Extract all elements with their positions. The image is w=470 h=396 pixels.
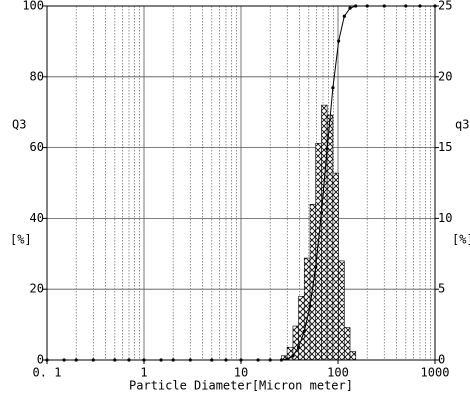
histogram-bar xyxy=(326,114,334,361)
cumulative-point xyxy=(337,39,341,43)
x-tick-label: 0. 1 xyxy=(33,366,62,380)
cumulative-point xyxy=(325,147,329,151)
histogram-bar xyxy=(338,260,345,361)
histogram-bar xyxy=(349,351,357,361)
histogram-bar xyxy=(332,172,339,361)
x-axis-label: Particle Diameter[Micron meter] xyxy=(129,379,353,393)
x-tick-label: 1 xyxy=(140,366,147,380)
cumulative-point xyxy=(319,211,324,215)
histogram-bar xyxy=(309,203,317,361)
histogram-bar xyxy=(315,143,322,361)
cumulative-point xyxy=(348,6,352,10)
y2-tick-label: 15 xyxy=(438,140,452,154)
y-tick-label: 80 xyxy=(30,69,44,83)
histogram-bar xyxy=(344,327,351,361)
y2-axis-unit: [%] xyxy=(452,233,470,247)
cumulative-point xyxy=(302,329,306,333)
x-tick-label: 1000 xyxy=(421,366,450,380)
y2-tick-label: 5 xyxy=(438,282,445,296)
cumulative-point xyxy=(291,354,295,358)
y2-tick-label: 20 xyxy=(438,69,452,83)
y2-tick-label: 25 xyxy=(438,0,452,13)
y2-axis-label: q3 xyxy=(455,118,469,132)
cumulative-point xyxy=(342,14,346,18)
x-tick-label: 10 xyxy=(234,366,248,380)
y-tick-label: 0 xyxy=(37,353,44,367)
histogram-bar xyxy=(298,295,305,361)
y2-tick-label: 0 xyxy=(438,353,445,367)
histogram-bar xyxy=(321,104,328,361)
y2-tick-label: 10 xyxy=(438,211,452,225)
y-tick-label: 40 xyxy=(30,211,44,225)
y-tick-label: 100 xyxy=(22,0,44,13)
cumulative-point xyxy=(331,86,335,90)
x-tick-label: 100 xyxy=(327,366,349,380)
cumulative-point xyxy=(314,265,318,269)
cumulative-point xyxy=(308,304,312,308)
plot-frame xyxy=(46,5,436,361)
y-axis-label: Q3 xyxy=(12,118,26,132)
y-tick-label: 60 xyxy=(30,140,44,154)
y-tick-label: 20 xyxy=(30,282,44,296)
cumulative-point xyxy=(296,345,301,349)
y-axis-unit: [%] xyxy=(10,233,32,247)
